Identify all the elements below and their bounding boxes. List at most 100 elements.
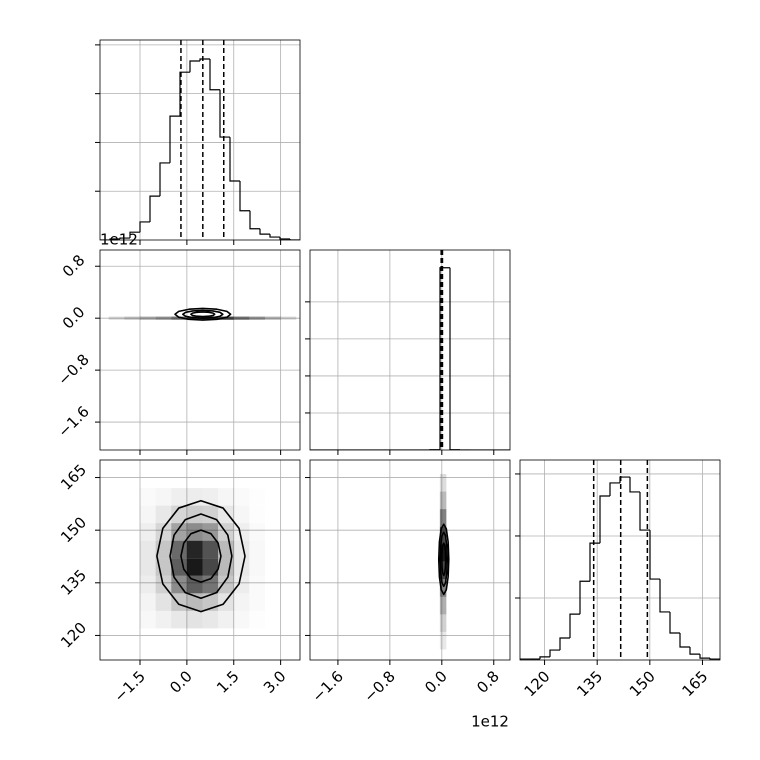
contour [169, 513, 233, 600]
y-tick-label: 0.0 [59, 303, 89, 333]
contour [437, 523, 450, 596]
x-tick-label: −1.5 [111, 667, 149, 705]
density-cell [171, 316, 187, 320]
x-tick-label: 0.8 [473, 667, 503, 697]
hist-bin [579, 580, 590, 615]
y-tick-label: −1.6 [54, 402, 92, 440]
hist-bin [520, 658, 530, 660]
contour [174, 307, 232, 321]
hist-bin [689, 646, 700, 655]
hist-bin [229, 137, 240, 182]
density-cell [155, 523, 172, 541]
hist-bin [619, 476, 630, 483]
density-cell [234, 488, 250, 506]
panel [520, 460, 720, 660]
density-cell [249, 541, 265, 559]
density-cell [234, 611, 250, 629]
hist-bin [209, 59, 220, 91]
panel-frame [99, 39, 301, 241]
density-cell [202, 523, 219, 541]
density-cell [140, 540, 156, 559]
hist-bin [569, 613, 580, 638]
density-cell [186, 610, 203, 629]
x-tick-label: 0.0 [166, 667, 196, 697]
density-cell [439, 474, 447, 492]
density-cell [439, 614, 447, 632]
contour [190, 311, 216, 318]
density-cell [186, 558, 203, 576]
x-tick-label: 3.0 [260, 667, 290, 697]
density-cell [249, 593, 265, 611]
contour [439, 531, 449, 588]
density-cell [439, 544, 447, 562]
density-cell [234, 506, 250, 524]
hist-bin [189, 60, 200, 73]
density-cell [439, 526, 447, 545]
panel-frame [309, 459, 511, 661]
density-cell [249, 488, 265, 506]
density-cell [233, 558, 250, 576]
density-cell [140, 488, 156, 506]
hist-bin [259, 228, 270, 235]
hist-bin [699, 654, 710, 659]
panel [310, 250, 510, 450]
density-cell [140, 611, 156, 629]
hist-bin [129, 231, 140, 239]
hist-bin [149, 195, 160, 222]
density-cell [202, 558, 219, 576]
density-cell [171, 505, 187, 524]
density-cell [233, 316, 250, 320]
hist-bin [289, 239, 300, 240]
density-cell [156, 488, 172, 506]
density-cell [233, 593, 250, 611]
hist-bin [669, 611, 680, 634]
x-tick-label: 150 [626, 667, 659, 700]
density-cell [171, 610, 187, 629]
hist-bin [709, 658, 720, 660]
density-cell [155, 593, 172, 611]
x-tick-label: 1.5 [213, 667, 243, 697]
density-cell [140, 558, 156, 576]
hist-bin [159, 162, 170, 197]
density-cell [108, 316, 125, 320]
hist-bin [179, 71, 190, 117]
hist-bin [659, 579, 670, 613]
density-cell [155, 316, 172, 320]
contour [180, 529, 222, 583]
y-tick-label: −0.8 [54, 351, 92, 389]
density-cell [124, 316, 140, 320]
density-cell [218, 593, 234, 611]
hist-bin [629, 477, 640, 493]
hist-bin [599, 495, 610, 544]
density-cell [186, 575, 203, 594]
hist-bin [609, 482, 620, 496]
panel [100, 250, 300, 450]
x-tick-label: −1.6 [308, 667, 346, 705]
density-cell [171, 488, 187, 506]
hist-bin [199, 58, 210, 61]
density-cell [280, 316, 297, 320]
density-cell [155, 610, 172, 629]
x-tick-label: 0.0 [421, 667, 451, 697]
panel-frame [99, 249, 301, 451]
density-cell [218, 488, 234, 506]
density-cell [140, 523, 156, 541]
density-cell [249, 506, 265, 524]
hist-bin [139, 221, 150, 233]
hist-bin [269, 234, 280, 238]
x-tick-label: 120 [521, 667, 554, 700]
density-cell [439, 509, 447, 527]
hist-bin [279, 237, 290, 240]
density-cell [140, 316, 156, 320]
panel-frame [99, 459, 301, 661]
density-cell [249, 523, 265, 541]
density-cell [265, 316, 281, 320]
x-tick-label: 165 [678, 667, 711, 700]
hist-bin [639, 491, 650, 531]
hist-bin [169, 115, 180, 163]
hist-bin [249, 210, 260, 230]
density-cell [171, 523, 187, 541]
x-tick-label: −0.8 [360, 667, 398, 705]
offset-label: 1e12 [471, 713, 509, 731]
offset-label: 1e12 [100, 231, 138, 249]
